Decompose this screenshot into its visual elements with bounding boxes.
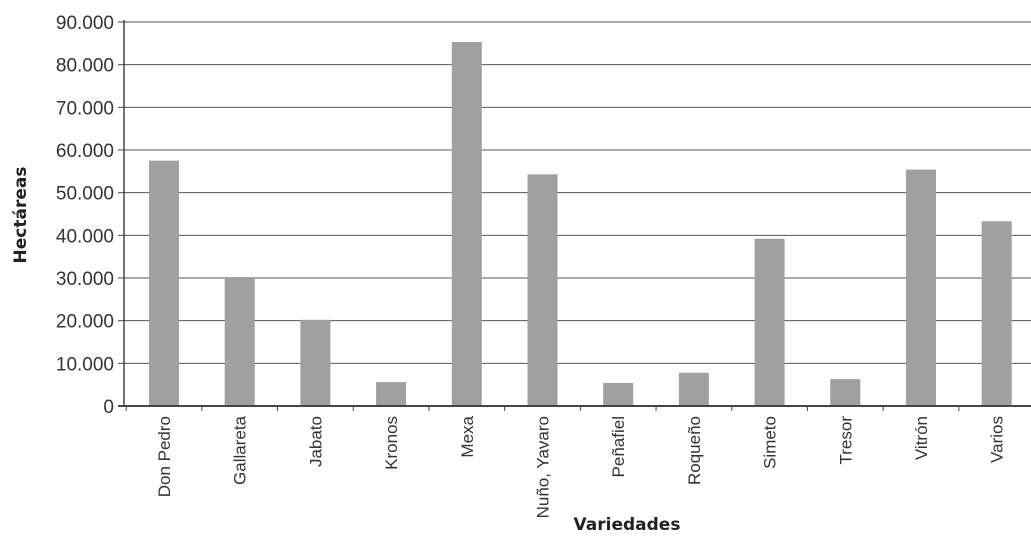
y-tick-label: 20.000 <box>56 312 114 333</box>
y-tick-label: 10.000 <box>56 354 114 375</box>
y-tick-label: 30.000 <box>56 269 114 290</box>
gridlines <box>118 21 1031 411</box>
x-tick-label: Peñafiel <box>609 416 628 477</box>
y-tick-label: 50.000 <box>56 184 114 205</box>
bar <box>300 319 331 406</box>
axes <box>118 20 1031 407</box>
y-axis-title: Hectáreas <box>11 167 31 264</box>
y-tick-label: 0 <box>103 397 114 418</box>
x-axis-title: Variedades <box>574 515 681 535</box>
x-tick-label: Roqueño <box>685 416 704 485</box>
y-tick-label: 90.000 <box>56 13 114 34</box>
bar <box>754 238 785 406</box>
bar <box>981 221 1012 406</box>
x-tick-label: Gallareta <box>231 415 250 485</box>
y-tick-labels: 0 10.000 20.000 30.000 40.000 50.000 60.000 70.… <box>56 13 114 418</box>
bar <box>224 278 255 406</box>
bar <box>830 379 861 406</box>
x-tick-label: Tresor <box>836 416 855 465</box>
y-tick-label: 70.000 <box>56 98 114 119</box>
bars <box>149 42 1012 406</box>
x-tick-label: Varios <box>988 416 1007 463</box>
x-tick-label: Kronos <box>382 416 401 470</box>
y-tick-label: 60.000 <box>56 141 114 162</box>
x-tick-label: Mexa <box>458 415 477 457</box>
x-tick-label: Jabato <box>306 416 325 467</box>
bar <box>527 174 558 406</box>
bar <box>678 372 709 406</box>
bar <box>149 160 179 406</box>
x-tick-label: Vitrón <box>912 416 931 460</box>
x-tick-label: Simeto <box>761 416 780 469</box>
y-tick-label: 40.000 <box>56 226 114 247</box>
x-tick-label: Don Pedro <box>155 416 174 497</box>
bar <box>451 42 482 406</box>
x-tick-labels: Don Pedro Gallareta Jabato Kronos Mexa Nuño, … <box>155 415 1007 518</box>
bar <box>906 169 936 406</box>
bar <box>603 382 634 406</box>
bar <box>376 382 407 406</box>
x-tick-label: Nuño, Yavaro <box>534 416 553 518</box>
y-tick-label: 80.000 <box>56 56 114 77</box>
